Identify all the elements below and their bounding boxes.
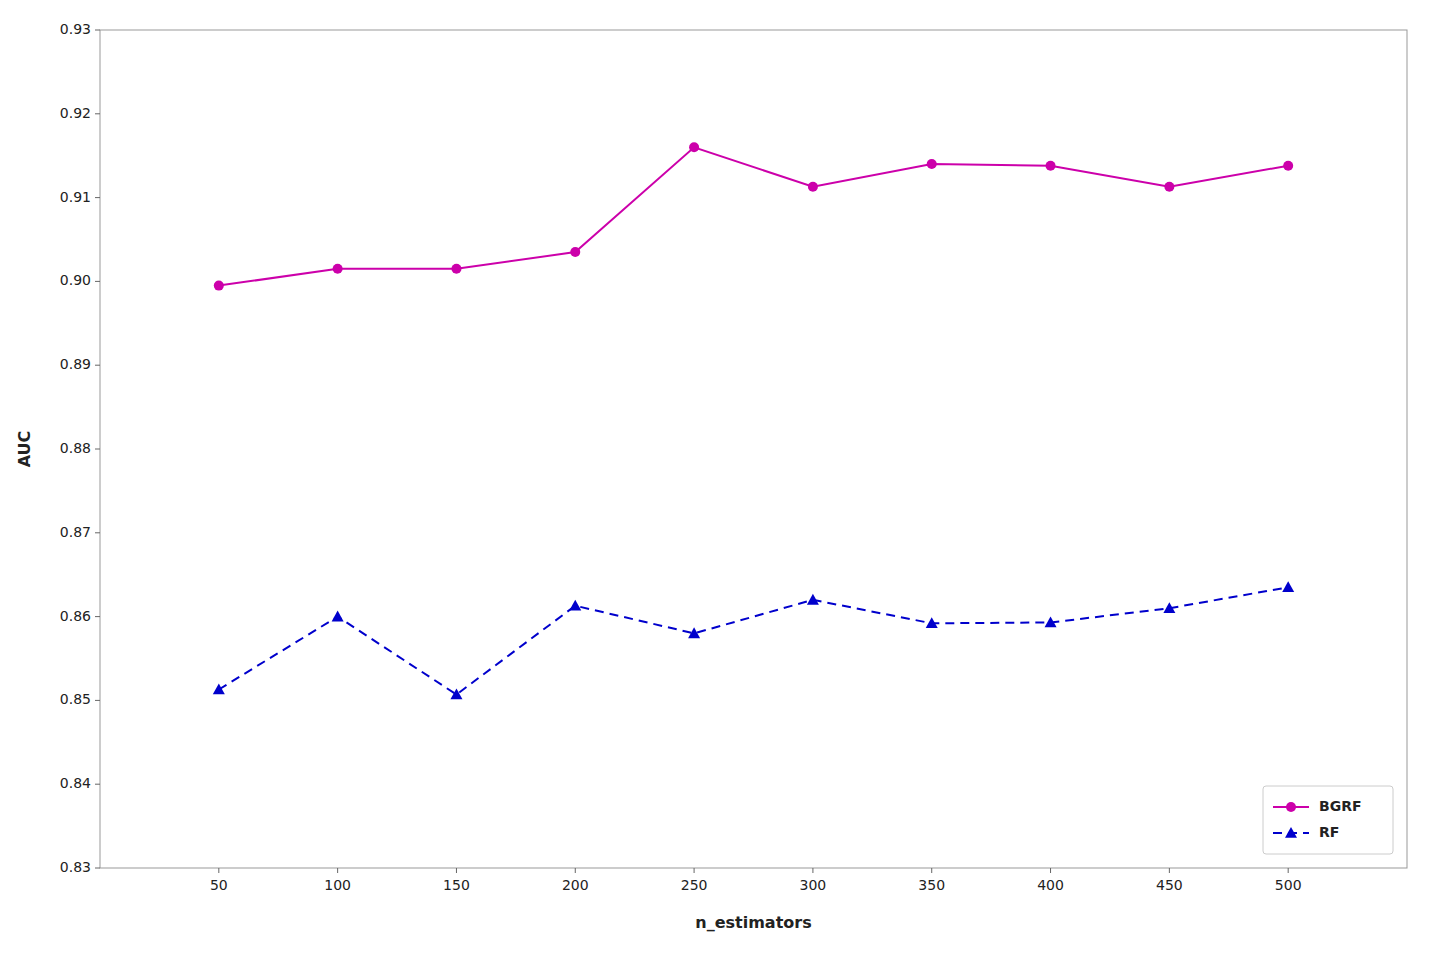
y-tick-label: 0.84 — [60, 775, 91, 791]
y-tick — [95, 700, 100, 701]
legend-label: RF — [1319, 824, 1339, 840]
y-tick-label: 0.92 — [60, 105, 91, 121]
x-tick — [931, 868, 932, 873]
x-tick-label: 100 — [324, 877, 351, 893]
axes: 0.83 0.84 0.85 0.86 0.87 0.88 0.89 0.90 0.91 0.92… — [60, 21, 1302, 893]
legend: BGRF RF — [1263, 786, 1393, 854]
data-point — [1283, 161, 1293, 171]
data-point — [927, 159, 937, 169]
chart: 0.83 0.84 0.85 0.86 0.87 0.88 0.89 0.90 0.91 0.92… — [0, 0, 1437, 953]
data-point — [1046, 161, 1056, 171]
series-line — [219, 587, 1288, 694]
legend-box — [1263, 786, 1393, 854]
x-tick-label: 500 — [1275, 877, 1302, 893]
data-point — [926, 617, 938, 628]
y-tick — [95, 113, 100, 114]
y-tick — [95, 30, 100, 31]
x-tick — [218, 868, 219, 873]
y-tick-label: 0.86 — [60, 608, 91, 624]
data-point — [1163, 602, 1175, 613]
legend-marker — [1285, 827, 1297, 838]
x-tick-label: 250 — [681, 877, 708, 893]
y-tick — [95, 532, 100, 533]
y-tick — [95, 784, 100, 785]
data-point — [214, 281, 224, 291]
y-tick-label: 0.89 — [60, 356, 91, 372]
data-point — [688, 627, 700, 638]
data-point — [569, 600, 581, 611]
data-point — [807, 594, 819, 605]
data-point — [213, 684, 225, 695]
y-tick-label: 0.85 — [60, 691, 91, 707]
x-tick-label: 200 — [562, 877, 589, 893]
plot-frame — [100, 30, 1407, 868]
x-tick — [694, 868, 695, 873]
data-point — [450, 689, 462, 700]
y-tick-label: 0.93 — [60, 21, 91, 37]
y-tick-label: 0.87 — [60, 524, 91, 540]
x-tick-label: 300 — [800, 877, 827, 893]
series — [213, 581, 1294, 699]
legend-label: BGRF — [1319, 798, 1362, 814]
data-point — [1282, 581, 1294, 592]
y-axis-label: AUC — [15, 431, 34, 468]
data-point — [570, 247, 580, 257]
data-point — [689, 142, 699, 152]
y-tick — [95, 197, 100, 198]
x-tick-label: 450 — [1156, 877, 1183, 893]
y-tick — [95, 868, 100, 869]
x-tick — [456, 868, 457, 873]
x-tick-label: 50 — [210, 877, 228, 893]
data-point — [451, 264, 461, 274]
y-tick — [95, 281, 100, 282]
legend-marker — [1286, 802, 1296, 812]
data-point — [333, 264, 343, 274]
series-line — [219, 147, 1288, 285]
data-point — [332, 611, 344, 622]
data-point — [1045, 616, 1057, 627]
y-tick-label: 0.90 — [60, 272, 91, 288]
y-tick — [95, 365, 100, 366]
plot-area — [213, 142, 1294, 699]
y-tick-label: 0.88 — [60, 440, 91, 456]
series — [214, 142, 1293, 290]
x-axis-label: n_estimators — [695, 913, 811, 932]
data-point — [808, 182, 818, 192]
x-tick — [1050, 868, 1051, 873]
x-tick — [1288, 868, 1289, 873]
x-tick — [1169, 868, 1170, 873]
y-tick — [95, 616, 100, 617]
x-tick — [337, 868, 338, 873]
y-tick-label: 0.83 — [60, 859, 91, 875]
y-tick-label: 0.91 — [60, 189, 91, 205]
x-tick-label: 150 — [443, 877, 470, 893]
x-tick-label: 400 — [1037, 877, 1064, 893]
x-tick — [812, 868, 813, 873]
y-tick — [95, 449, 100, 450]
x-tick-label: 350 — [918, 877, 945, 893]
x-tick — [575, 868, 576, 873]
data-point — [1164, 182, 1174, 192]
